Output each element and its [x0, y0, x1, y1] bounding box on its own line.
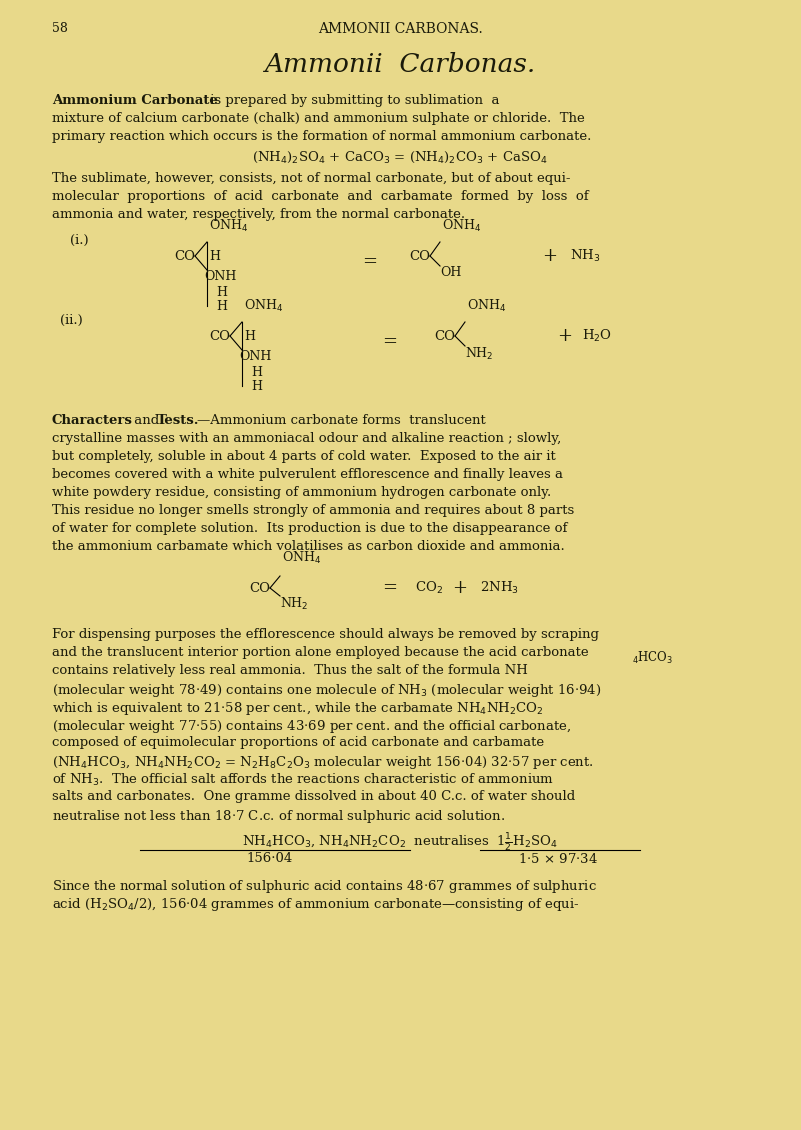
- Text: becomes covered with a white pulverulent efflorescence and finally leaves a: becomes covered with a white pulverulent…: [52, 468, 563, 481]
- Text: the ammonium carbamate which volatilises as carbon dioxide and ammonia.: the ammonium carbamate which volatilises…: [52, 540, 565, 553]
- Text: =: =: [383, 333, 397, 351]
- Text: AMMONII CARBONAS.: AMMONII CARBONAS.: [318, 21, 482, 36]
- Text: (molecular weight 77$\cdot$55) contains 43$\cdot$69 per cent. and the official c: (molecular weight 77$\cdot$55) contains …: [52, 718, 571, 734]
- Text: of NH$_3$.  The official salt affords the reactions characteristic of ammonium: of NH$_3$. The official salt affords the…: [52, 772, 554, 788]
- Text: =: =: [363, 253, 377, 271]
- Text: (NH$_4$)$_2$SO$_4$ + CaCO$_3$ = (NH$_4$)$_2$CO$_3$ + CaSO$_4$: (NH$_4$)$_2$SO$_4$ + CaCO$_3$ = (NH$_4$)…: [252, 150, 548, 165]
- Text: H$_2$O: H$_2$O: [582, 328, 612, 344]
- Text: CO: CO: [249, 582, 270, 594]
- Text: For dispensing purposes the efflorescence should always be removed by scraping: For dispensing purposes the efflorescenc…: [52, 628, 599, 641]
- Text: H: H: [216, 286, 227, 299]
- Text: Since the normal solution of sulphuric acid contains 48$\cdot$67 grammes of sulp: Since the normal solution of sulphuric a…: [52, 878, 597, 895]
- Text: NH$_4$HCO$_3$, NH$_4$NH$_2$CO$_2$  neutralises  1$\frac{1}{2}$H$_2$SO$_4$: NH$_4$HCO$_3$, NH$_4$NH$_2$CO$_2$ neutra…: [242, 832, 558, 854]
- Text: but completely, soluble in about 4 parts of cold water.  Exposed to the air it: but completely, soluble in about 4 parts…: [52, 450, 556, 463]
- Text: NH$_2$: NH$_2$: [280, 596, 308, 612]
- Text: and: and: [130, 414, 163, 427]
- Text: CO: CO: [434, 330, 455, 342]
- Text: molecular  proportions  of  acid  carbonate  and  carbamate  formed  by  loss  o: molecular proportions of acid carbonate …: [52, 190, 589, 203]
- Text: Characters: Characters: [52, 414, 133, 427]
- Text: ONH$_4$: ONH$_4$: [467, 298, 506, 314]
- Text: 2NH$_3$: 2NH$_3$: [480, 580, 519, 596]
- Text: mixture of calcium carbonate (chalk) and ammonium sulphate or chloride.  The: mixture of calcium carbonate (chalk) and…: [52, 112, 585, 125]
- Text: H: H: [209, 250, 220, 263]
- Text: is prepared by submitting to sublimation  a: is prepared by submitting to sublimation…: [206, 94, 500, 107]
- Text: +: +: [542, 247, 557, 266]
- Text: composed of equimolecular proportions of acid carbonate and carbamate: composed of equimolecular proportions of…: [52, 736, 544, 749]
- Text: acid (H$_2$SO$_4$/2), 156$\cdot$04 grammes of ammonium carbonate—consisting of e: acid (H$_2$SO$_4$/2), 156$\cdot$04 gramm…: [52, 896, 579, 913]
- Text: CO$_2$: CO$_2$: [415, 580, 443, 596]
- Text: 58: 58: [52, 21, 68, 35]
- Text: H: H: [251, 366, 262, 379]
- Text: Ammonium Carbonate: Ammonium Carbonate: [52, 94, 218, 107]
- Text: salts and carbonates.  One gramme dissolved in about 40 C.c. of water should: salts and carbonates. One gramme dissolv…: [52, 790, 575, 803]
- Text: OH: OH: [440, 266, 461, 279]
- Text: +: +: [453, 579, 468, 597]
- Text: (NH$_4$HCO$_3$, NH$_4$NH$_2$CO$_2$ = N$_2$H$_8$C$_2$O$_3$ molecular weight 156$\: (NH$_4$HCO$_3$, NH$_4$NH$_2$CO$_2$ = N$_…: [52, 754, 594, 771]
- Text: Ammonii  Carbonas.: Ammonii Carbonas.: [264, 52, 536, 77]
- Text: =: =: [383, 579, 397, 597]
- Text: neutralise not less than 18$\cdot$7 C.c. of normal sulphuric acid solution.: neutralise not less than 18$\cdot$7 C.c.…: [52, 808, 505, 825]
- Text: crystalline masses with an ammoniacal odour and alkaline reaction ; slowly,: crystalline masses with an ammoniacal od…: [52, 432, 562, 445]
- Text: NH$_3$: NH$_3$: [570, 247, 601, 264]
- Text: ammonia and water, respectively, from the normal carbonate.: ammonia and water, respectively, from th…: [52, 208, 465, 221]
- Text: and the translucent interior portion alone employed because the acid carbonate: and the translucent interior portion alo…: [52, 646, 589, 659]
- Text: ONH: ONH: [239, 350, 272, 363]
- Text: H: H: [251, 380, 262, 393]
- Text: 156·04: 156·04: [247, 852, 293, 864]
- Text: +: +: [557, 327, 573, 345]
- Text: ONH$_4$: ONH$_4$: [209, 218, 248, 234]
- Text: ONH$_4$: ONH$_4$: [244, 298, 284, 314]
- Text: contains relatively less real ammonia.  Thus the salt of the formula NH: contains relatively less real ammonia. T…: [52, 664, 528, 677]
- Text: —Ammonium carbonate forms  translucent: —Ammonium carbonate forms translucent: [197, 414, 485, 427]
- Text: CO: CO: [409, 250, 430, 262]
- Text: NH$_2$: NH$_2$: [465, 346, 493, 362]
- Text: (molecular weight 78$\cdot$49) contains one molecule of NH$_3$ (molecular weight: (molecular weight 78$\cdot$49) contains …: [52, 683, 602, 699]
- Text: CO: CO: [209, 330, 230, 342]
- Text: ONH$_4$: ONH$_4$: [282, 550, 321, 566]
- Text: Tests.: Tests.: [157, 414, 199, 427]
- Text: $_4$HCO$_3$: $_4$HCO$_3$: [632, 650, 673, 666]
- Text: ONH$_4$: ONH$_4$: [442, 218, 481, 234]
- Text: CO: CO: [174, 250, 195, 262]
- Text: ONH: ONH: [204, 270, 236, 282]
- Text: of water for complete solution.  Its production is due to the disappearance of: of water for complete solution. Its prod…: [52, 522, 567, 534]
- Text: which is equivalent to 21$\cdot$58 per cent., while the carbamate NH$_4$NH$_2$CO: which is equivalent to 21$\cdot$58 per c…: [52, 699, 544, 718]
- Text: 1$\cdot$5 $\times$ 97$\cdot$34: 1$\cdot$5 $\times$ 97$\cdot$34: [518, 852, 598, 866]
- Text: white powdery residue, consisting of ammonium hydrogen carbonate only.: white powdery residue, consisting of amm…: [52, 486, 551, 499]
- Text: This residue no longer smells strongly of ammonia and requires about 8 parts: This residue no longer smells strongly o…: [52, 504, 574, 518]
- Text: The sublimate, however, consists, not of normal carbonate, but of about equi-: The sublimate, however, consists, not of…: [52, 172, 570, 185]
- Text: (i.): (i.): [70, 234, 89, 247]
- Text: H: H: [244, 330, 255, 344]
- Text: primary reaction which occurs is the formation of normal ammonium carbonate.: primary reaction which occurs is the for…: [52, 130, 591, 144]
- Text: (ii.): (ii.): [60, 314, 83, 327]
- Text: H: H: [216, 299, 227, 313]
